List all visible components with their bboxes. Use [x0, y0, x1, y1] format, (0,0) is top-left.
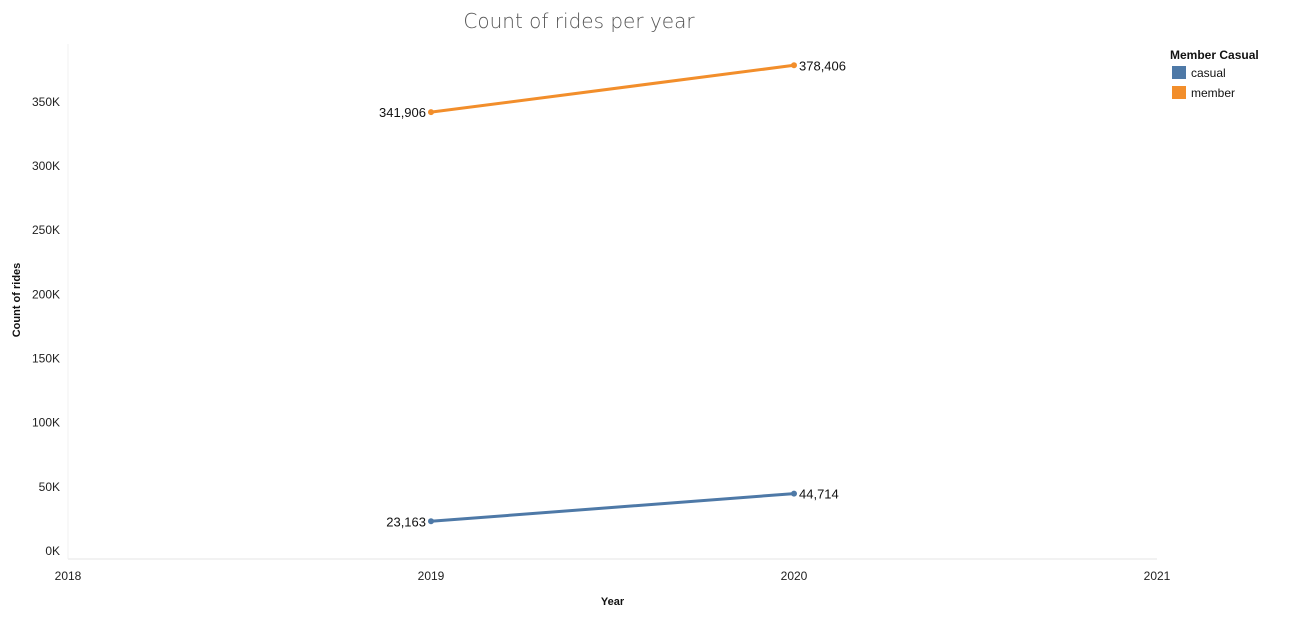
- data-point-member[interactable]: [791, 62, 797, 69]
- x-tick-label: 2018: [55, 569, 82, 583]
- series-line-casual[interactable]: [429, 492, 796, 523]
- series-line-member[interactable]: [429, 63, 796, 114]
- y-tick-label: 250K: [32, 223, 60, 237]
- data-label-member: 378,406: [799, 58, 846, 73]
- data-point-member[interactable]: [428, 109, 434, 116]
- legend-item-member[interactable]: member: [1172, 86, 1235, 100]
- x-axis-title: Year: [601, 596, 625, 608]
- legend-items[interactable]: casual member: [1172, 66, 1235, 100]
- data-label-casual: 23,163: [386, 514, 426, 529]
- legend-label: member: [1191, 86, 1235, 100]
- data-label-casual: 44,714: [799, 487, 839, 502]
- data-label-member: 341,906: [379, 105, 426, 120]
- plot-series: 23,163 44,714 341,906 378,406: [379, 58, 846, 529]
- chart-title: Count of rides per year: [463, 9, 695, 33]
- y-tick-label: 200K: [32, 287, 60, 301]
- y-tick-label: 100K: [32, 416, 60, 430]
- y-axis-ticks: 0K 50K 100K 150K 200K 250K 300K 350K: [32, 95, 60, 558]
- data-point-casual[interactable]: [791, 490, 797, 497]
- y-tick-label: 350K: [32, 95, 60, 109]
- x-tick-label: 2020: [781, 569, 808, 583]
- legend-swatch: [1172, 66, 1186, 79]
- x-tick-label: 2021: [1144, 569, 1171, 583]
- y-tick-label: 300K: [32, 159, 60, 173]
- legend-swatch: [1172, 86, 1186, 99]
- data-point-casual[interactable]: [428, 518, 434, 525]
- y-tick-label: 0K: [45, 544, 60, 558]
- legend-title: Member Casual: [1170, 48, 1259, 62]
- y-tick-label: 50K: [39, 480, 60, 494]
- legend[interactable]: Member Casual casual member: [1170, 48, 1259, 100]
- x-axis-ticks: 2018 2019 2020 2021: [55, 569, 1171, 583]
- legend-label: casual: [1191, 66, 1226, 80]
- legend-item-casual[interactable]: casual: [1172, 66, 1226, 80]
- y-tick-label: 150K: [32, 351, 60, 365]
- x-tick-label: 2019: [418, 569, 445, 583]
- y-axis-title: Count of rides: [11, 263, 23, 338]
